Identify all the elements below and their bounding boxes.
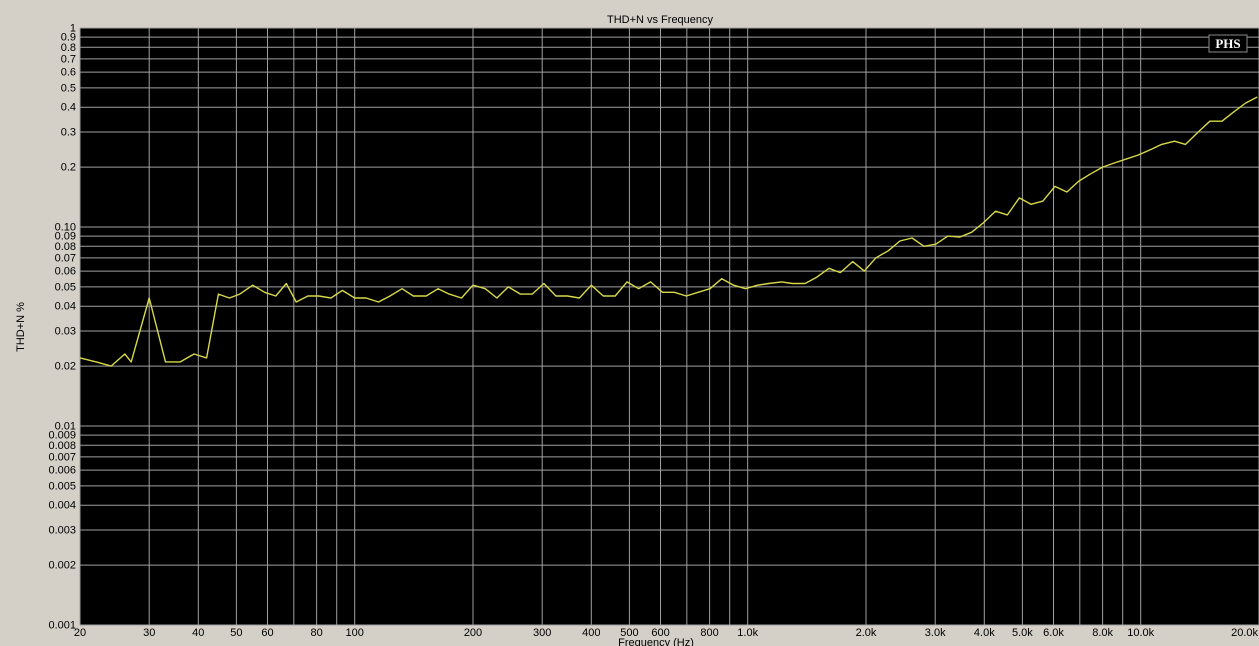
y-tick-labels: 10.90.80.70.60.50.40.30.20.100.090.080.0…	[48, 23, 76, 632]
x-tick-label: 6.0k	[1043, 627, 1064, 639]
phs-badge-box	[1208, 34, 1248, 53]
y-tick-label: 1	[70, 23, 76, 35]
y-tick-label: 0.7	[61, 53, 76, 65]
phs-badge: PHS	[1215, 36, 1240, 51]
x-axis-label: Frequency (Hz)	[618, 637, 694, 646]
y-tick-label: 0.08	[55, 241, 76, 253]
y-tick-label: 0.001	[48, 620, 76, 632]
series-line	[79, 96, 1258, 367]
series-layer	[79, 96, 1258, 367]
y-tick-label: 0.009	[48, 430, 76, 442]
x-tick-label: 100	[346, 627, 364, 639]
x-tick-label: 8.0k	[1092, 627, 1113, 639]
y-tick-label: 0.01	[55, 421, 76, 433]
x-tick-label: 400	[582, 627, 600, 639]
x-tick-label: 200	[464, 627, 482, 639]
y-tick-label: 0.007	[48, 451, 76, 463]
x-tick-label: 20.0k	[1231, 627, 1258, 639]
y-tick-label: 0.2	[61, 162, 76, 174]
y-tick-label: 0.008	[48, 440, 76, 452]
y-tick-label: 0.3	[61, 127, 76, 139]
x-tick-label: 300	[533, 627, 551, 639]
x-tick-label: 10.0k	[1127, 627, 1154, 639]
x-tick-label: 2.0k	[856, 627, 877, 639]
x-tick-label: 5.0k	[1012, 627, 1033, 639]
x-tick-label: 80	[310, 627, 322, 639]
x-tick-label: 20	[74, 627, 86, 639]
y-tick-label: 0.04	[55, 301, 76, 313]
y-tick-label: 0.10	[55, 222, 76, 234]
y-tick-label: 0.05	[55, 281, 76, 293]
x-tick-labels: 20 30 40 50 60 80 100 200 300 400 500 600 800 1.0k 2.0…	[74, 627, 1259, 639]
x-tick-label: 3.0k	[925, 627, 946, 639]
chart-title: THD+N vs Frequency	[607, 14, 714, 26]
y-tick-label: 0.004	[48, 500, 76, 512]
y-axis-label: THD+N %	[15, 302, 27, 352]
x-tick-label: 800	[700, 627, 718, 639]
x-tick-label: 600	[651, 627, 669, 639]
grid-lines	[79, 27, 1259, 626]
y-tick-label: 0.4	[61, 102, 76, 114]
x-tick-label: 4.0k	[974, 627, 995, 639]
y-tick-label: 0.003	[48, 525, 76, 537]
y-tick-label: 0.06	[55, 266, 76, 278]
x-tick-label: 60	[261, 627, 273, 639]
y-tick-label: 0.8	[61, 42, 76, 54]
y-tick-label: 0.5	[61, 82, 76, 94]
x-tick-label: 50	[230, 627, 242, 639]
y-tick-label: 0.9	[61, 32, 76, 44]
x-tick-label: 500	[620, 627, 638, 639]
y-tick-label: 0.07	[55, 252, 76, 264]
y-tick-label: 0.09	[55, 231, 76, 243]
y-tick-label: 0.02	[55, 361, 76, 373]
x-tick-label: 30	[143, 627, 155, 639]
y-tick-label: 0.006	[48, 465, 76, 477]
y-tick-label: 0.002	[48, 560, 76, 572]
x-tick-label: 1.0k	[737, 627, 758, 639]
x-tick-label: 40	[192, 627, 204, 639]
y-tick-label: 0.005	[48, 480, 76, 492]
y-tick-label: 0.6	[61, 67, 76, 79]
plot-area	[80, 28, 1259, 625]
y-tick-label: 0.03	[55, 326, 76, 338]
